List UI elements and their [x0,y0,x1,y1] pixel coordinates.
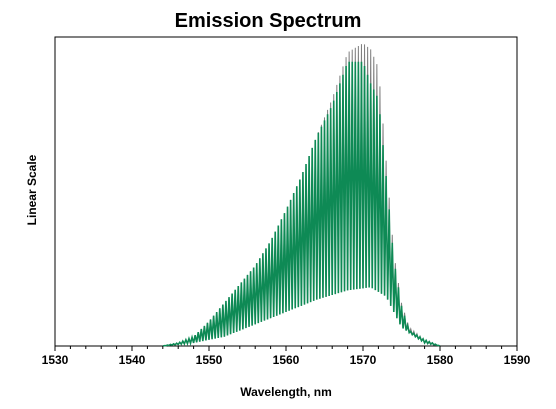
x-tick-label: 1530 [42,353,69,367]
chart-title: Emission Spectrum [175,10,362,32]
x-tick-label: 1550 [196,353,223,367]
x-tick-label: 1570 [350,353,377,367]
series-layer [162,44,441,347]
x-tick-label: 1540 [119,353,146,367]
x-tick-label: 1590 [504,353,531,367]
series-line-2 [162,61,441,347]
x-tick-label: 1560 [273,353,300,367]
y-axis-label: Linear Scale [25,154,39,225]
x-tick-label: 1580 [427,353,454,367]
x-axis: 1530 1540 1550 1560 1570 1580 1590 [42,346,531,367]
x-axis-label: Wavelength, nm [240,385,332,399]
